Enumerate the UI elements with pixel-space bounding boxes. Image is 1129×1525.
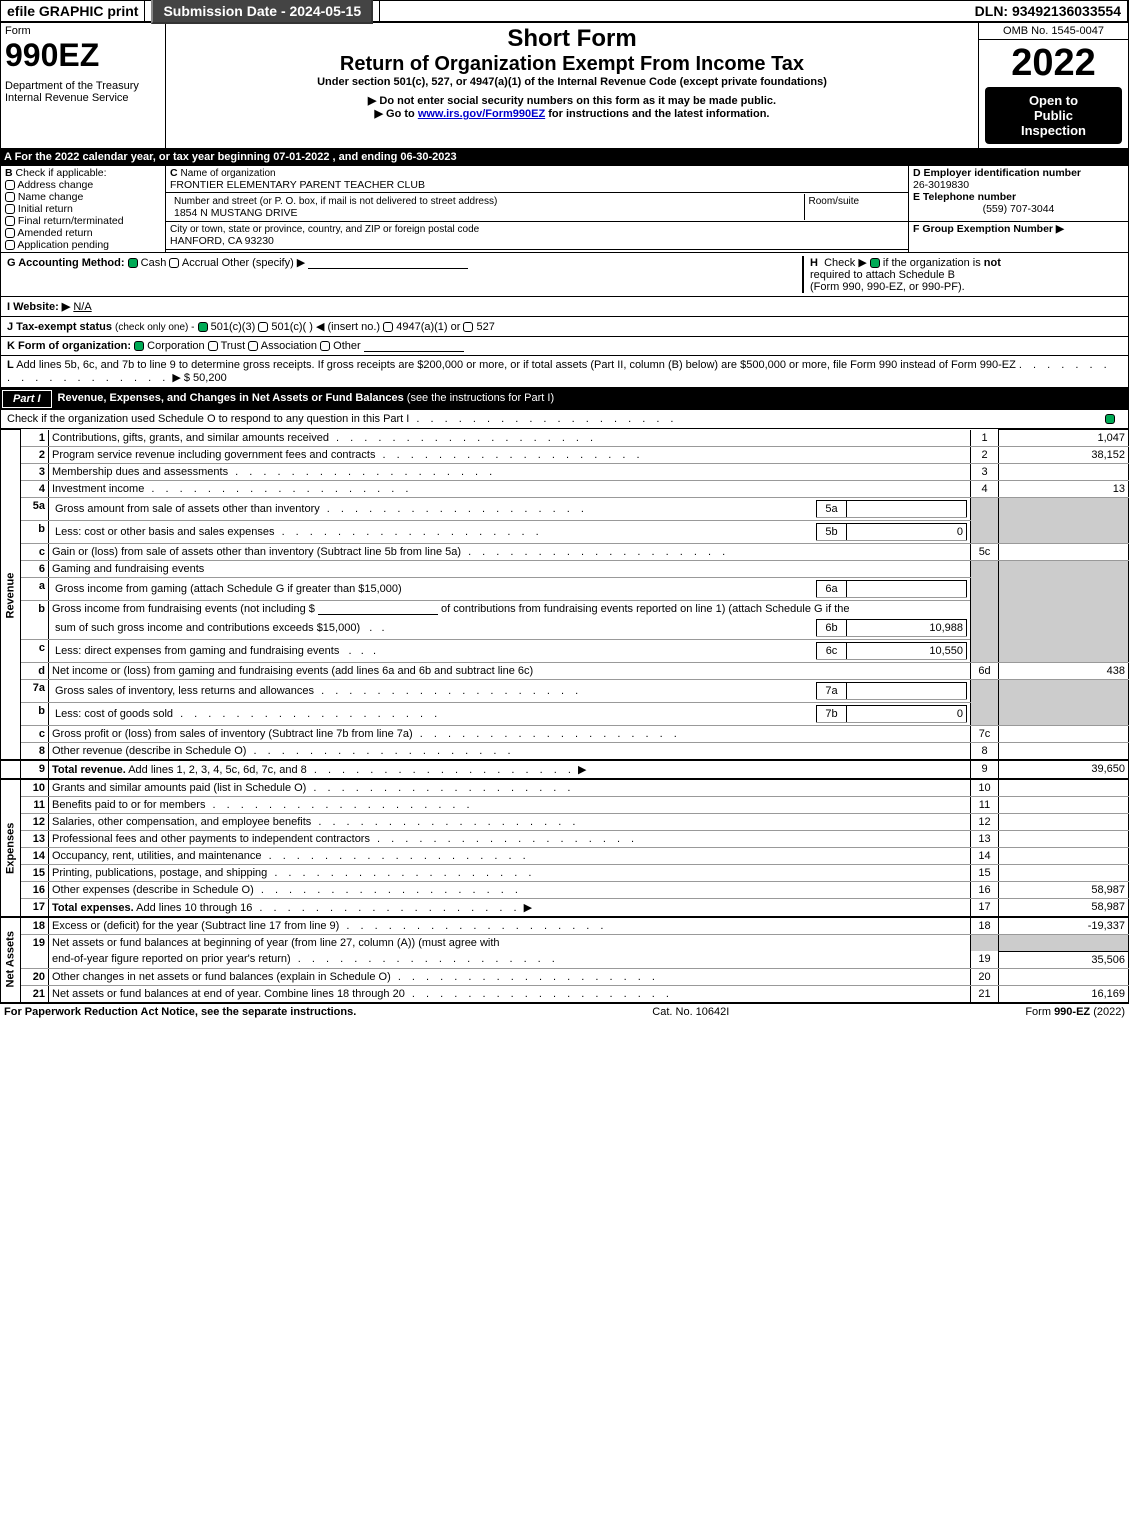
section-c-street: Number and street (or P. O. box, if mail… <box>166 193 909 222</box>
ssn-warning: ▶ Do not enter social security numbers o… <box>170 94 974 107</box>
section-g-h: G Accounting Method: Cash Accrual Other … <box>0 253 1129 297</box>
part-i-header: Part I Revenue, Expenses, and Changes in… <box>0 388 1129 410</box>
section-j-tax-exempt: J Tax-exempt status (check only one) - 5… <box>0 317 1129 337</box>
section-b-checkboxes: B Check if applicable: Address change Na… <box>1 166 166 253</box>
line-7b-amount: 0 <box>847 706 967 723</box>
section-f: F Group Exemption Number ▶ <box>909 222 1129 253</box>
trust-checkbox[interactable] <box>208 341 218 351</box>
short-form-title: Short Form <box>170 25 974 53</box>
efile-graphic-print[interactable]: efile GRAPHIC print <box>1 1 145 21</box>
phone-value: (559) 707-3044 <box>913 203 1124 215</box>
section-l-gross-receipts: L Add lines 5b, 6c, and 7b to line 9 to … <box>0 356 1129 388</box>
ein-value: 26-3019830 <box>913 179 969 191</box>
line-17-amount: 58,987 <box>999 899 1129 918</box>
revenue-side-label: Revenue <box>1 430 21 761</box>
tax-year: 2022 <box>983 42 1124 85</box>
open-to-public: Open to Public Inspection <box>985 87 1122 144</box>
line-6c-amount: 10,550 <box>847 643 967 660</box>
dln: DLN: 93492136033554 <box>969 1 1128 21</box>
name-change-checkbox[interactable] <box>5 192 15 202</box>
irs-label: Internal Revenue Service <box>5 92 161 104</box>
section-i-website: I Website: ▶ N/A <box>0 297 1129 317</box>
return-title: Return of Organization Exempt From Incom… <box>170 53 974 76</box>
address-change-checkbox[interactable] <box>5 180 15 190</box>
line-19-amount: 35,506 <box>999 951 1129 968</box>
gross-receipts-amount: ▶ $ 50,200 <box>172 372 226 384</box>
schedule-b-checkbox[interactable] <box>870 258 880 268</box>
amended-return-checkbox[interactable] <box>5 228 15 238</box>
org-info-table: B Check if applicable: Address change Na… <box>0 165 1129 253</box>
net-assets-side-label: Net Assets <box>1 917 21 1003</box>
part-i-label: Part I <box>2 390 52 408</box>
top-bar: efile GRAPHIC print Submission Date - 20… <box>0 0 1129 22</box>
initial-return-checkbox[interactable] <box>5 204 15 214</box>
application-pending-checkbox[interactable] <box>5 240 15 250</box>
schedule-o-checkbox[interactable] <box>1105 414 1115 424</box>
line-21-amount: 16,169 <box>999 985 1129 1003</box>
section-k-form-org: K Form of organization: Corporation Trus… <box>0 337 1129 356</box>
form-header: Form 990EZ Department of the Treasury In… <box>0 22 1129 149</box>
part-i-lines-table: Revenue 1 Contributions, gifts, grants, … <box>0 429 1129 1004</box>
part-i-check-line: Check if the organization used Schedule … <box>0 410 1129 429</box>
line-18-amount: -19,337 <box>999 917 1129 935</box>
line-4-amount: 13 <box>999 481 1129 498</box>
other-org-checkbox[interactable] <box>320 341 330 351</box>
line-2-amount: 38,152 <box>999 447 1129 464</box>
line-9-amount: 39,650 <box>999 760 1129 779</box>
corporation-checkbox[interactable] <box>134 341 144 351</box>
cash-checkbox[interactable] <box>128 258 138 268</box>
4947-checkbox[interactable] <box>383 322 393 332</box>
expenses-side-label: Expenses <box>1 779 21 917</box>
submission-date: Submission Date - 2024-05-15 <box>151 0 373 24</box>
paperwork-notice: For Paperwork Reduction Act Notice, see … <box>4 1006 356 1018</box>
accrual-checkbox[interactable] <box>169 258 179 268</box>
website-value: N/A <box>73 301 91 313</box>
omb-number: OMB No. 1545-0047 <box>983 25 1124 37</box>
line-5b-amount: 0 <box>847 524 967 541</box>
goto-instructions: ▶ Go to www.irs.gov/Form990EZ for instru… <box>170 107 974 120</box>
dept-treasury: Department of the Treasury <box>5 80 161 92</box>
under-section: Under section 501(c), 527, or 4947(a)(1)… <box>170 76 974 88</box>
final-return-checkbox[interactable] <box>5 216 15 226</box>
line-6d-amount: 438 <box>999 663 1129 680</box>
association-checkbox[interactable] <box>248 341 258 351</box>
section-h: H Check ▶ if the organization is not req… <box>802 256 1122 293</box>
line-1-amount: 1,047 <box>999 430 1129 447</box>
section-d-e: D Employer identification number 26-3019… <box>909 166 1129 222</box>
page-footer: For Paperwork Reduction Act Notice, see … <box>0 1004 1129 1020</box>
section-a-tax-year: A For the 2022 calendar year, or tax yea… <box>0 149 1129 165</box>
form-footer-label: Form 990-EZ (2022) <box>1025 1006 1125 1018</box>
527-checkbox[interactable] <box>463 322 473 332</box>
section-c-name: C Name of organization FRONTIER ELEMENTA… <box>166 166 909 193</box>
501c3-checkbox[interactable] <box>198 322 208 332</box>
catalog-number: Cat. No. 10642I <box>652 1006 729 1018</box>
line-6b-amount: 10,988 <box>847 620 967 637</box>
section-c-city: City or town, state or province, country… <box>166 222 909 250</box>
form-number: 990EZ <box>5 37 161 74</box>
irs-link[interactable]: www.irs.gov/Form990EZ <box>418 108 545 120</box>
form-label: Form <box>5 25 161 37</box>
line-16-amount: 58,987 <box>999 882 1129 899</box>
501c-checkbox[interactable] <box>258 322 268 332</box>
